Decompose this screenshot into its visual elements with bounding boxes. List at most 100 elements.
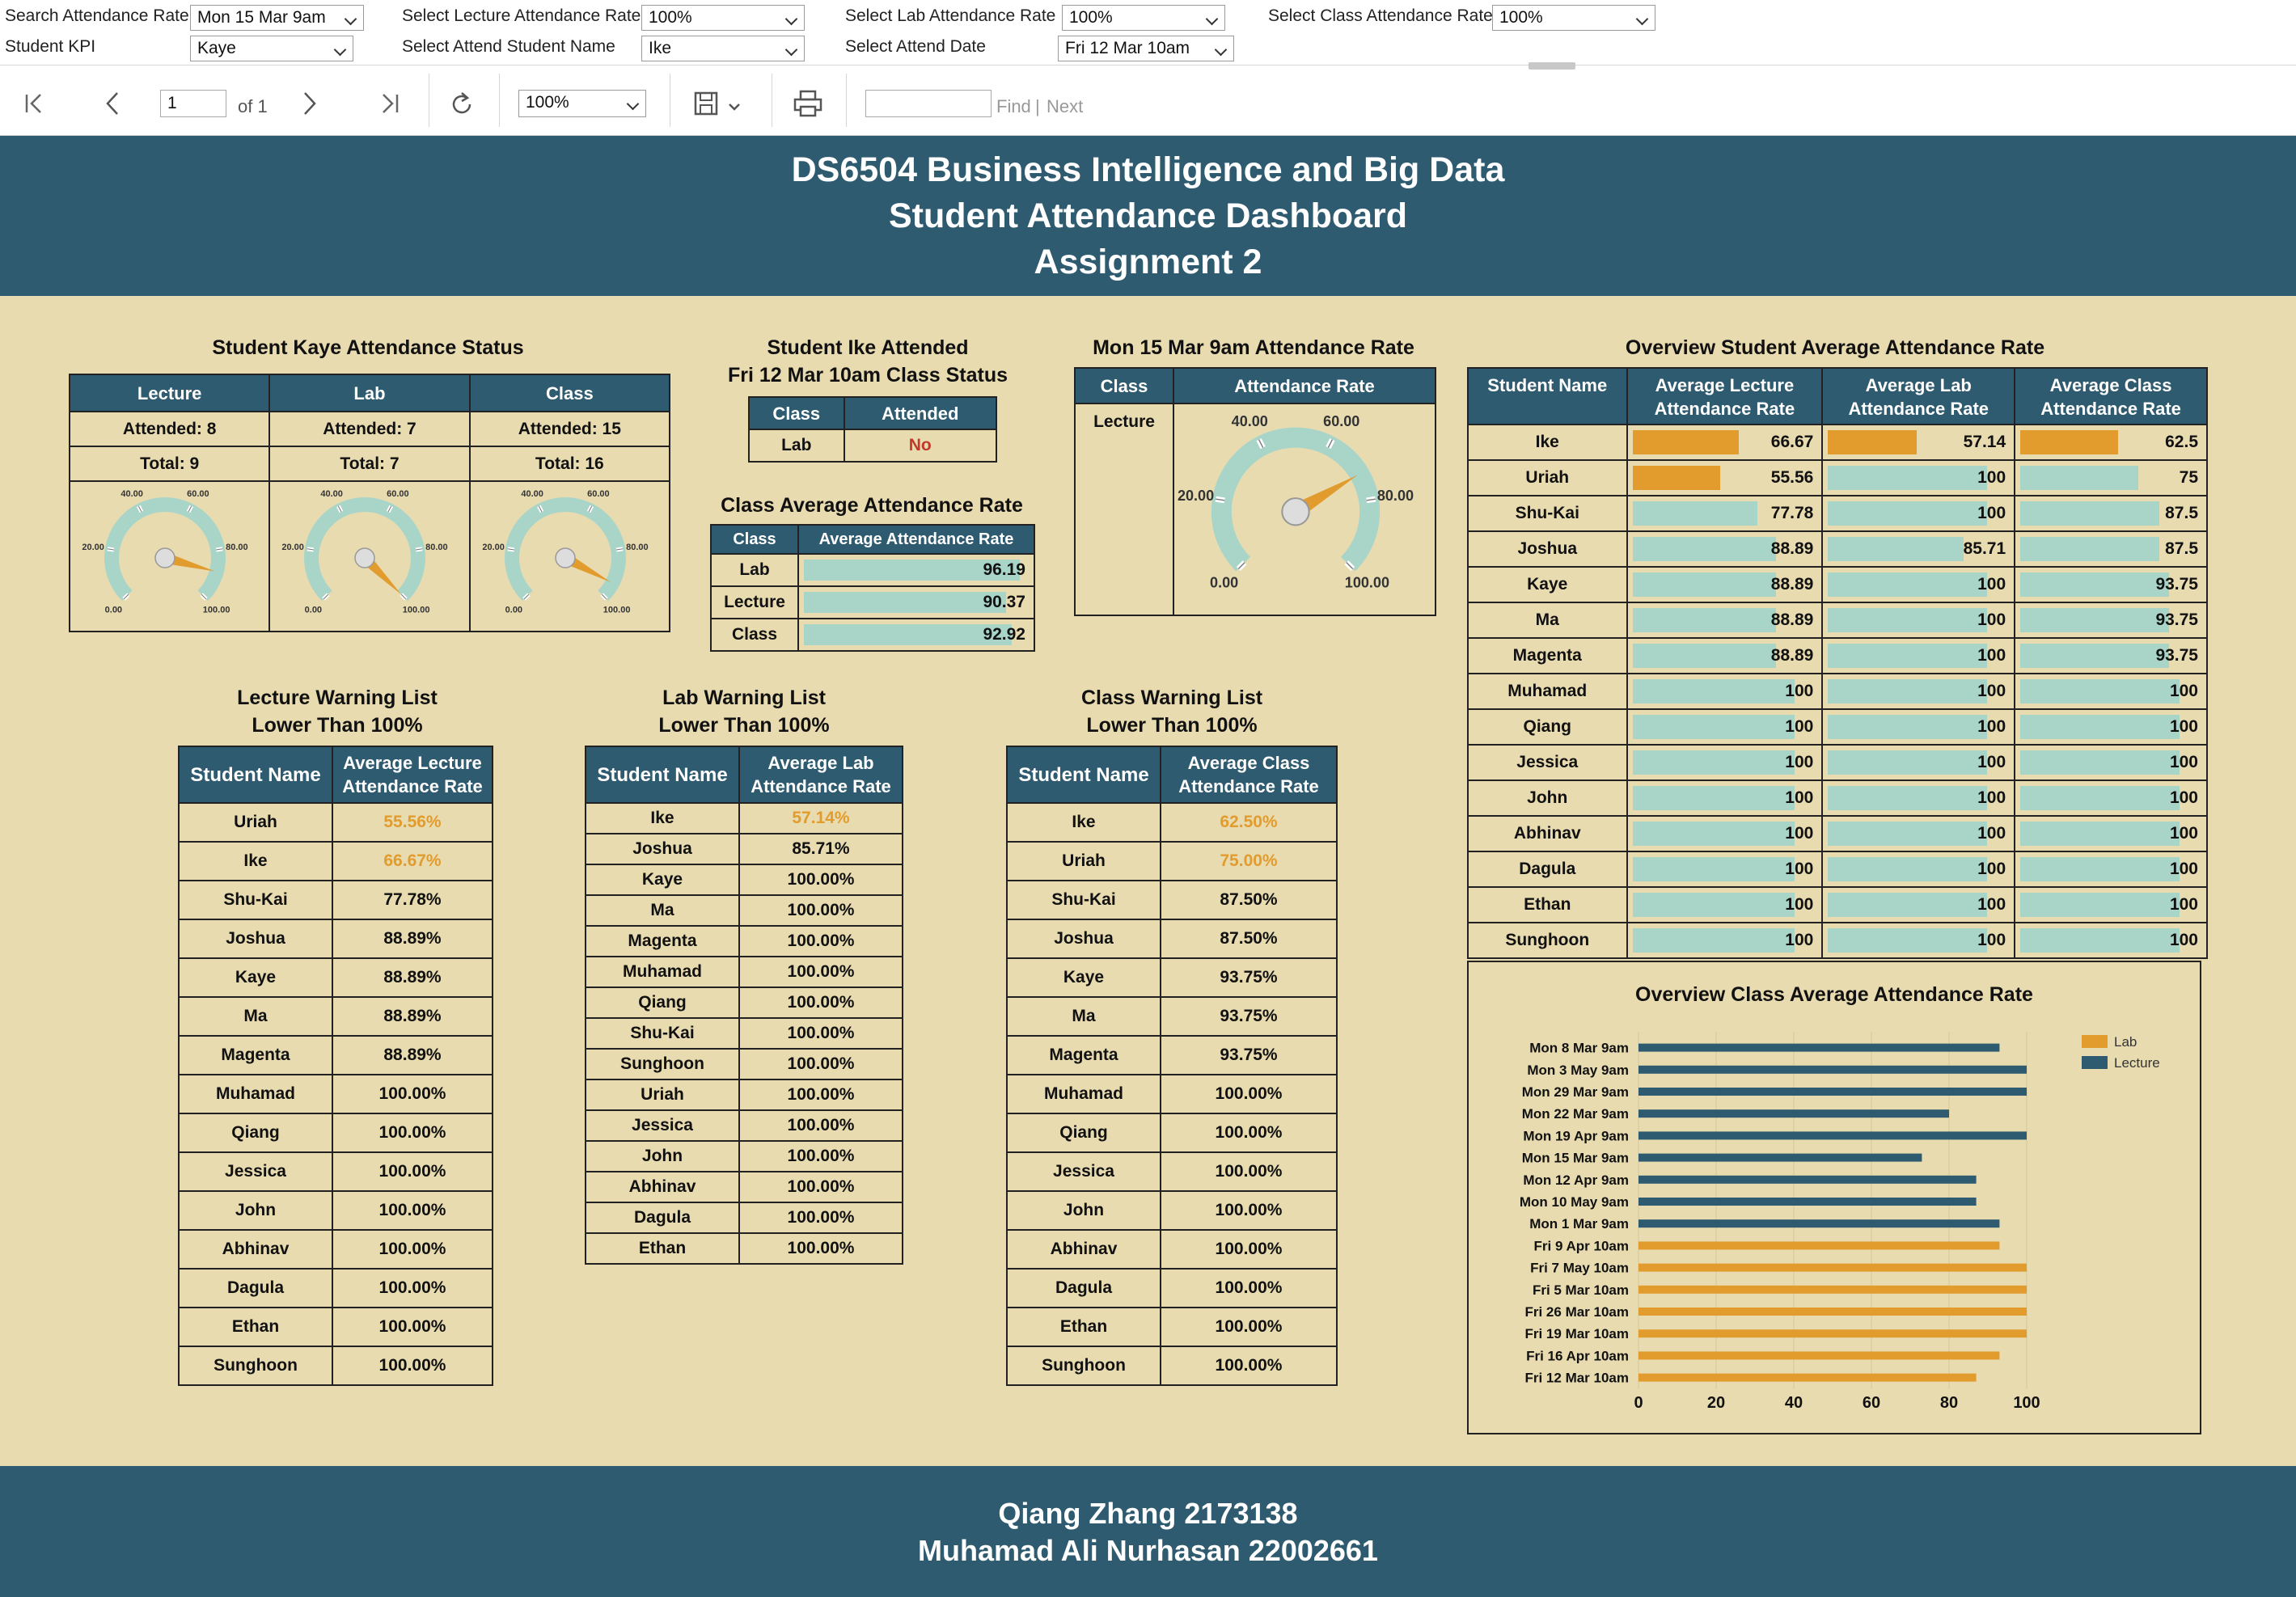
kaye-class-gauge-svg-tick-label: 100.00 (603, 606, 630, 615)
table-row: Dagula 100.00% (178, 1268, 493, 1308)
chevron-down-icon (1635, 12, 1649, 26)
report-toolbar: 1 of 1 100% Find | Next (0, 65, 2296, 136)
student-kpi-select[interactable]: Kaye (190, 36, 353, 61)
chevron-down-icon (1214, 43, 1228, 57)
lab-rate-select[interactable]: 100% (1062, 5, 1225, 31)
overview-header-1: Average Lecture Attendance Rate (1626, 367, 1824, 425)
class_warn-student-name: Qiang (1006, 1113, 1161, 1153)
attend-date-select[interactable]: Fri 12 Mar 10am (1058, 36, 1234, 61)
overview-rate-cell: 100 (2014, 779, 2208, 817)
lab_warn-rate-value: 57.14% (738, 802, 903, 834)
overview-rate-value: 100 (2169, 682, 2198, 700)
chart-y-tick-label: Mon 22 Mar 9am (1522, 1106, 1629, 1122)
attend-student-value: Ike (649, 39, 672, 57)
lab_warn-rate-value: 100.00% (738, 1017, 903, 1050)
overview-rate-cell: 100 (1821, 566, 2016, 603)
overview-rate-bar (2020, 537, 2159, 561)
overview-rate-value: 100 (2169, 895, 2198, 914)
kaye-lab-gauge-svg-tick-label: 0.00 (305, 606, 322, 615)
previous-page-icon[interactable] (104, 91, 121, 116)
table-row: Muhamad 100.00% (585, 956, 903, 988)
mon15-gauge-svg-tick-label: 40.00 (1232, 413, 1268, 429)
table-row: Kaye 88.89 100 93.75 (1467, 566, 2208, 603)
lab_warn-student-name: Uriah (585, 1079, 740, 1111)
chart-bar-lecture (1638, 1065, 2027, 1074)
zoom-select[interactable]: 100% (518, 90, 646, 117)
lab_warn-rate-value: 100.00% (738, 956, 903, 988)
table-row: Shu-Kai 77.78% (178, 880, 493, 920)
page-number-input[interactable]: 1 (160, 90, 226, 117)
lab_warn-student-name: Muhamad (585, 956, 740, 988)
chart-y-tick-label: Mon 3 May 9am (1527, 1063, 1629, 1078)
chart-y-tick-label: Fri 16 Apr 10am (1526, 1348, 1629, 1363)
save-export-icon[interactable] (694, 90, 744, 119)
table-row: Joshua 87.50% (1006, 919, 1338, 959)
chart-bar-lab (1638, 1285, 2027, 1294)
lecture_warn-rate-value: 100.00% (332, 1346, 493, 1386)
overview-rate-bar (1828, 430, 1918, 454)
overview-rate-cell: 100 (1821, 815, 2016, 852)
overview-rate-value: 100 (1977, 468, 2006, 487)
class-avg-row-class: Lecture (710, 585, 799, 619)
table-row: Abhinav 100.00% (1006, 1229, 1338, 1270)
table-row: John 100.00% (585, 1140, 903, 1172)
kaye-lab-gauge-svg: 0.00 20.00 40.00 60.00 80.00 100.00 (282, 489, 448, 615)
class_warn-student-name: Kaye (1006, 957, 1161, 998)
overview-rate-cell: 100 (1821, 637, 2016, 674)
attend-student-select[interactable]: Ike (641, 36, 805, 61)
mon15-gauge-svg-tick-label: 20.00 (1178, 488, 1214, 504)
overview-rate-bar (2020, 644, 2170, 668)
chart-y-tick-label: Mon 15 Mar 9am (1522, 1151, 1629, 1166)
lab_warn-rate-value: 100.00% (738, 894, 903, 927)
class-rate-select[interactable]: 100% (1492, 5, 1655, 31)
class_warn-student-name: Uriah (1006, 841, 1161, 881)
kaye-class-header: Class (468, 374, 671, 412)
overview-rate-value: 100 (1785, 860, 1814, 878)
class_warn-student-name: Ethan (1006, 1307, 1161, 1347)
find-separator: | (1035, 96, 1040, 116)
find-input[interactable] (865, 90, 992, 117)
refresh-icon[interactable] (447, 90, 476, 119)
kaye-class-gauge-svg: 0.00 20.00 40.00 60.00 80.00 100.00 (482, 489, 648, 615)
next-page-icon[interactable] (301, 91, 319, 116)
lab_warn-student-name: Magenta (585, 925, 740, 957)
table-row: Joshua 88.89 85.71 87.5 (1467, 530, 2208, 568)
class-avg-row-rate: 90.37 (797, 585, 1035, 619)
lecture-rate-select[interactable]: 100% (641, 5, 805, 31)
overview-rate-bar (1632, 466, 1721, 490)
print-icon[interactable] (793, 90, 822, 117)
overview-rate-cell: 55.56 (1626, 459, 1824, 496)
overview-rate-value: 100 (1977, 860, 2006, 878)
overview-rate-bar (2020, 430, 2118, 454)
class-rate-value: 100% (1499, 8, 1543, 27)
first-page-icon[interactable] (24, 93, 47, 114)
kaye-lab-gauge-svg-hub (354, 547, 376, 568)
overview-rate-value: 85.71 (1963, 539, 2006, 558)
class_warn-student-name: Dagula (1006, 1268, 1161, 1308)
overview-header-0: Student Name (1467, 367, 1628, 425)
last-page-icon[interactable] (377, 93, 400, 114)
overview-rate-value: 100 (2169, 753, 2198, 771)
overview-rate-value: 100 (1977, 717, 2006, 736)
kaye-lecture-attended: Attended: 8 (68, 411, 271, 447)
overview-rate-cell: 85.71 (1821, 530, 2016, 568)
chart-bar-lecture (1638, 1131, 2027, 1140)
overview-student-name: John (1467, 779, 1628, 817)
overview-rate-cell: 100 (1821, 886, 2016, 923)
next-link[interactable]: Next (1047, 96, 1084, 116)
overview-rate-cell: 100 (1821, 459, 2016, 496)
legend-label-lab: Lab (2114, 1034, 2137, 1050)
chart-bar-lab (1638, 1308, 2027, 1316)
lecture_warn-student-name: Muhamad (178, 1074, 333, 1114)
lab_warn-student-name: Sunghoon (585, 1048, 740, 1080)
splitter-handle[interactable] (1529, 62, 1575, 70)
table-row: Kaye 100.00% (585, 864, 903, 896)
table-row: Ma 88.89 100 93.75 (1467, 602, 2208, 639)
find-link[interactable]: Find (996, 96, 1031, 116)
mon15-class-cell: Lecture (1074, 403, 1174, 616)
kaye-lab-gauge-svg-tick-label: 20.00 (282, 543, 305, 552)
lecture_warn-student-name: Uriah (178, 802, 333, 843)
overview-rate-cell: 100 (2014, 886, 2208, 923)
kaye-class-gauge: 0.00 20.00 40.00 60.00 80.00 100.00 (468, 480, 671, 632)
search-attendance-rate-select[interactable]: Mon 15 Mar 9am (190, 5, 364, 31)
